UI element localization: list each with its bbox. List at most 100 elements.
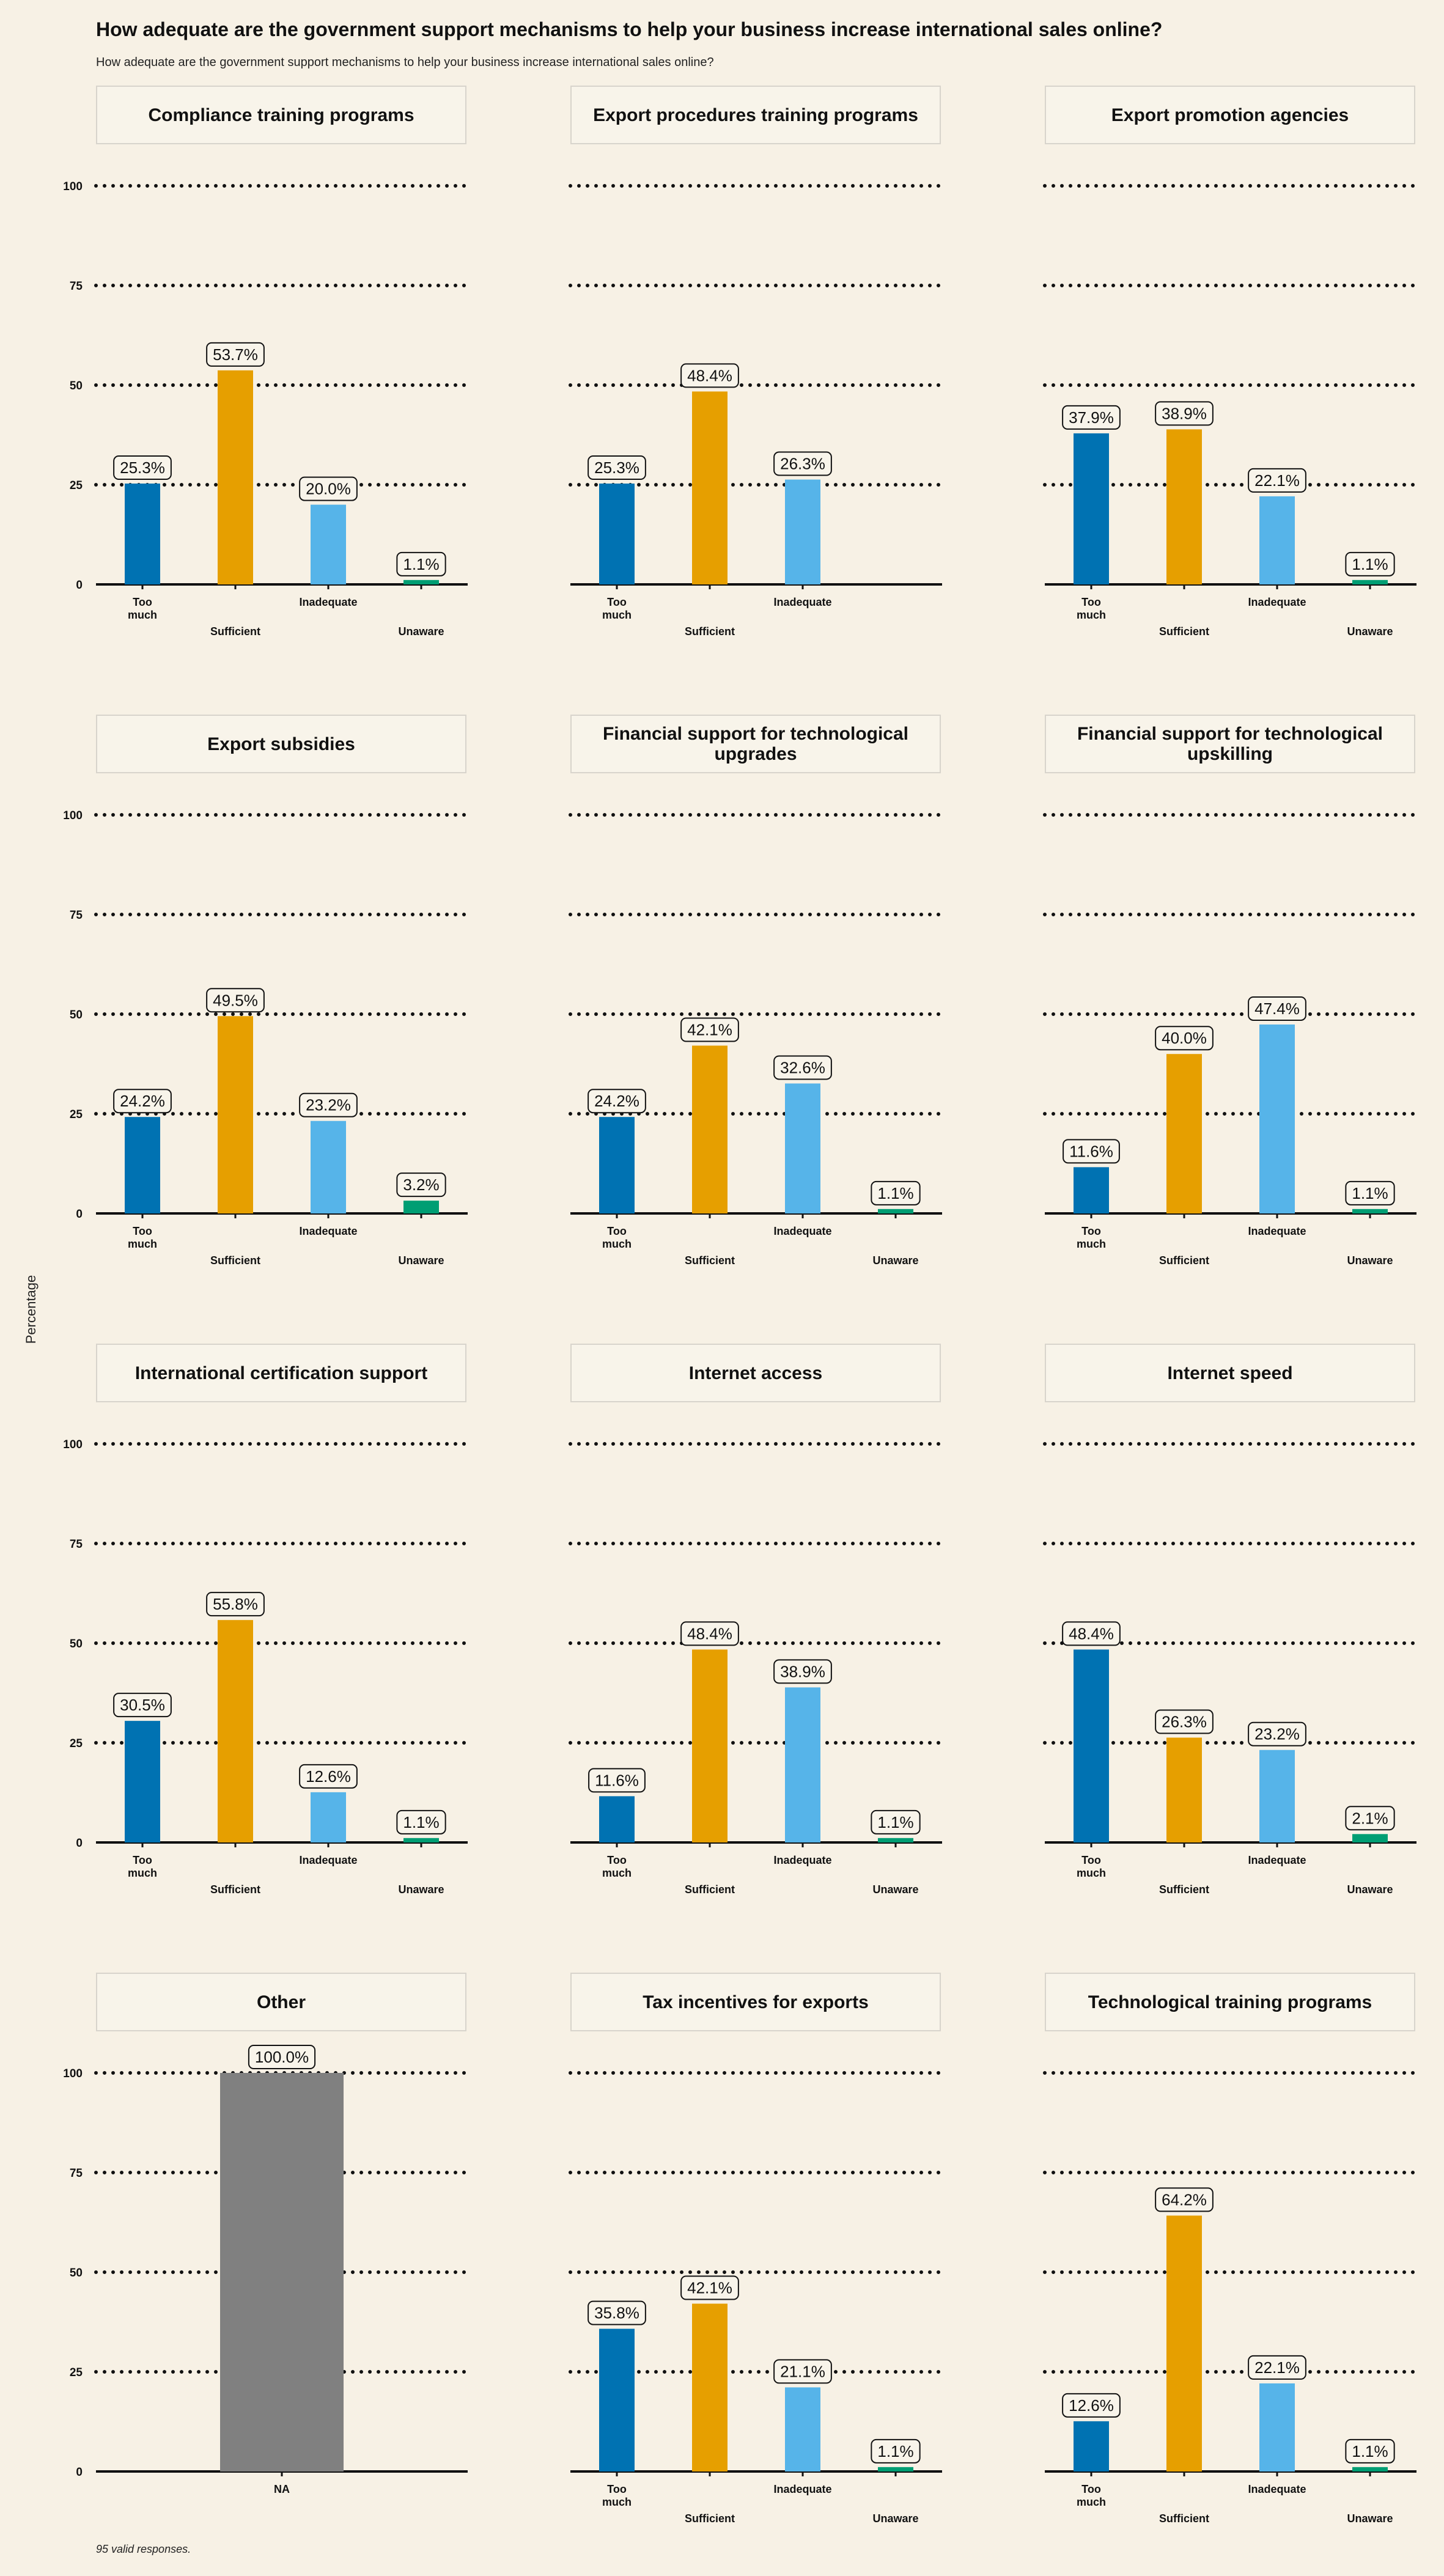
bar	[878, 2467, 913, 2471]
svg-text:21.1%: 21.1%	[780, 2362, 825, 2380]
bar	[311, 1121, 346, 1213]
svg-text:26.3%: 26.3%	[1162, 1713, 1207, 1731]
x-tick-label: Too much	[1077, 596, 1106, 621]
svg-text:38.9%: 38.9%	[1162, 404, 1207, 422]
data-label: 1.1%	[396, 1809, 446, 1834]
data-label: 1.1%	[396, 551, 446, 576]
bar	[785, 1687, 820, 1842]
data-label: 47.4%	[1248, 996, 1306, 1021]
svg-text:100.0%: 100.0%	[255, 2048, 309, 2066]
facet-title: Internet access	[570, 1344, 941, 1402]
svg-text:49.5%: 49.5%	[213, 991, 258, 1009]
svg-text:42.1%: 42.1%	[687, 1021, 732, 1039]
svg-text:1.1%: 1.1%	[877, 1184, 913, 1202]
x-tick-label: Too much	[1077, 1225, 1106, 1250]
data-label: 20.0%	[299, 476, 358, 501]
y-tick-label: 25	[70, 1108, 83, 1121]
facet-plot: 0 25 50 75 100 Too much 25.3% Sufficient 53.7% Ina…	[63, 180, 470, 638]
x-tick-label: Inadequate	[773, 2483, 831, 2495]
data-label: 25.3%	[113, 455, 172, 480]
data-label: 3.2%	[396, 1172, 446, 1198]
bar	[1166, 1737, 1202, 1842]
data-label: 40.0%	[1155, 1026, 1214, 1051]
bar	[1166, 1054, 1202, 1213]
bar	[403, 1201, 439, 1213]
x-tick-label: Inadequate	[1248, 1225, 1306, 1237]
facet-title: Internet speed	[1045, 1344, 1415, 1402]
svg-text:48.4%: 48.4%	[687, 1624, 732, 1643]
bar	[1074, 2421, 1109, 2471]
x-tick-label: Unaware	[398, 1254, 444, 1267]
data-label: 32.6%	[773, 1055, 832, 1080]
bar	[125, 484, 160, 584]
y-tick-label: 100	[63, 1438, 83, 1451]
data-label: 1.1%	[1345, 1180, 1395, 1205]
svg-text:2.1%: 2.1%	[1352, 1809, 1388, 1827]
svg-text:1.1%: 1.1%	[1352, 2442, 1388, 2460]
bar	[1352, 2467, 1388, 2471]
y-tick-label: 0	[76, 1837, 83, 1850]
data-label: 1.1%	[871, 2438, 921, 2464]
x-tick-label: Too much	[602, 596, 632, 621]
x-tick-label: Unaware	[1347, 1883, 1393, 1896]
svg-text:22.1%: 22.1%	[1254, 2358, 1300, 2377]
bar	[125, 1721, 160, 1842]
svg-text:20.0%: 20.0%	[306, 480, 351, 498]
data-label: 53.7%	[206, 342, 265, 367]
data-label: 12.6%	[299, 1764, 358, 1789]
y-tick-label: 100	[63, 809, 83, 822]
data-label: 38.9%	[1155, 401, 1214, 426]
bar	[311, 1792, 346, 1842]
x-tick-label: Sufficient	[1159, 625, 1209, 638]
x-tick-label: Sufficient	[1159, 1883, 1209, 1896]
bar	[1259, 1024, 1295, 1213]
data-label: 25.3%	[588, 455, 646, 480]
data-label: 48.4%	[680, 1621, 739, 1646]
facet-plot: 0 25 50 75 100 NA 100.0%	[63, 2045, 470, 2495]
data-label: 1.1%	[871, 1809, 921, 1834]
x-tick-label: Too much	[128, 1854, 157, 1879]
y-tick-label: 50	[70, 1009, 83, 1021]
y-tick-label: 75	[70, 1538, 83, 1551]
svg-text:22.1%: 22.1%	[1254, 471, 1300, 490]
x-tick-label: Unaware	[872, 2512, 918, 2525]
x-tick-label: Too much	[602, 1225, 632, 1250]
bar	[1259, 496, 1295, 584]
facet-plot: Too much 35.8% Sufficient 42.1% Inadequate 21.…	[569, 2071, 944, 2525]
bar	[125, 1117, 160, 1213]
svg-text:40.0%: 40.0%	[1162, 1029, 1207, 1047]
svg-text:64.2%: 64.2%	[1162, 2190, 1207, 2209]
svg-text:1.1%: 1.1%	[877, 2442, 913, 2460]
svg-text:37.9%: 37.9%	[1069, 408, 1114, 427]
x-tick-label: Too much	[128, 1225, 157, 1250]
svg-text:47.4%: 47.4%	[1254, 999, 1300, 1018]
y-tick-label: 0	[76, 1208, 83, 1221]
facet-plot: Too much 11.6% Sufficient 48.4% Inadequate 38.…	[569, 1442, 944, 1896]
facet-title: Tax incentives for exports	[570, 1973, 941, 2031]
x-tick-label: Too much	[1077, 2483, 1106, 2508]
bar	[218, 370, 253, 584]
data-label: 100.0%	[248, 2045, 316, 2069]
y-tick-label: 50	[70, 2267, 83, 2280]
y-tick-label: 50	[70, 1638, 83, 1650]
x-tick-label: Too much	[602, 1854, 632, 1879]
facet-title: Export procedures training programs	[570, 86, 941, 144]
x-tick-label: Too much	[602, 2483, 632, 2508]
svg-text:23.2%: 23.2%	[306, 1096, 351, 1114]
facet-title: Other	[96, 1973, 466, 2031]
data-label: 26.3%	[1155, 1709, 1214, 1734]
x-tick-label: Inadequate	[1248, 1854, 1306, 1866]
data-label: 1.1%	[1345, 2438, 1395, 2464]
x-tick-label: Inadequate	[773, 1225, 831, 1237]
bar	[1166, 2215, 1202, 2471]
facet-title: Compliance training programs	[96, 86, 466, 144]
data-label: 23.2%	[1248, 1721, 1306, 1746]
bar	[692, 1649, 728, 1842]
svg-text:38.9%: 38.9%	[780, 1662, 825, 1680]
facet-title: Financial support for technological upsk…	[1045, 715, 1415, 773]
svg-text:26.3%: 26.3%	[780, 455, 825, 473]
svg-text:12.6%: 12.6%	[1069, 2396, 1114, 2415]
bar	[878, 1209, 913, 1213]
bar	[599, 1796, 635, 1842]
